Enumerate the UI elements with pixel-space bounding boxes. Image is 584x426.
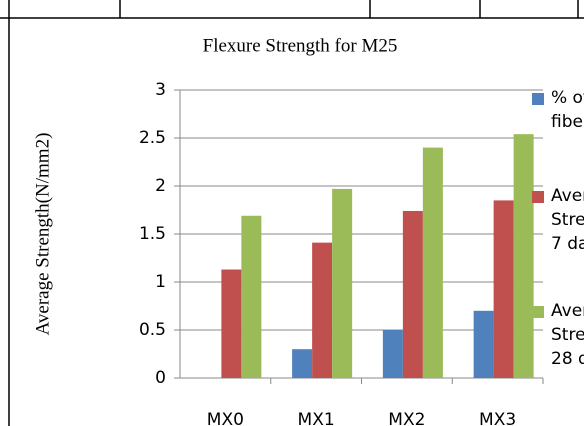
legend-swatch xyxy=(532,191,544,203)
bar xyxy=(422,147,443,378)
y-axis-label: Average Strength(N/mm2) xyxy=(32,133,53,336)
y-tick-label: 1.5 xyxy=(139,224,166,244)
bar xyxy=(221,269,242,378)
legend-swatch xyxy=(532,306,544,318)
bar xyxy=(513,134,534,378)
x-tick-label: MX0 xyxy=(207,410,244,426)
bar xyxy=(493,200,514,378)
x-tick-label: MX2 xyxy=(388,410,425,426)
legend-label: Average Strength after 7 days Mpa xyxy=(551,186,584,254)
chart-title: Flexure Strength for M25 xyxy=(203,35,398,56)
x-tick-label: MX3 xyxy=(479,410,516,426)
y-tick-label: 2.5 xyxy=(139,128,166,148)
bar xyxy=(402,210,423,378)
y-tick-label: 2 xyxy=(155,176,166,196)
bar xyxy=(241,215,262,378)
y-tick-label: 0 xyxy=(155,368,166,388)
legend-swatch xyxy=(532,93,544,105)
bar xyxy=(332,188,353,378)
bar xyxy=(312,242,333,378)
bar xyxy=(473,310,494,378)
y-tick-label: 3 xyxy=(155,80,166,100)
bar xyxy=(292,349,313,378)
y-tick-label: 1 xyxy=(155,272,166,292)
y-tick-label: 0.5 xyxy=(139,320,166,340)
x-tick-label: MX1 xyxy=(298,410,335,426)
bar xyxy=(382,330,403,378)
legend-label: % of glass fiber xyxy=(551,88,584,132)
legend-label: Average Strength after 28 days Mpa xyxy=(551,301,584,369)
